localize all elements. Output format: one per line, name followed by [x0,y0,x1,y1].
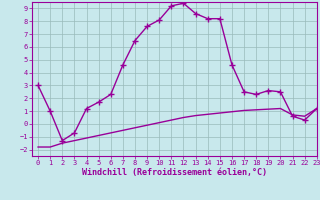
X-axis label: Windchill (Refroidissement éolien,°C): Windchill (Refroidissement éolien,°C) [82,168,267,177]
